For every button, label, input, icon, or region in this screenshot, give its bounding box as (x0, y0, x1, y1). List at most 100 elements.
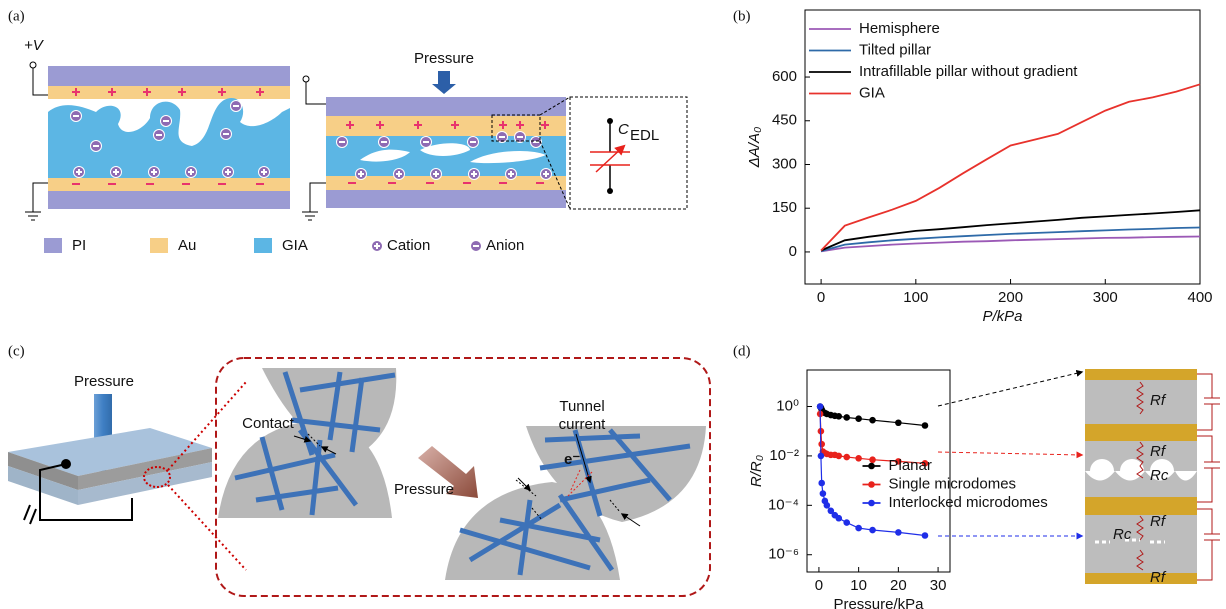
panel-d-insets: Rf Rf Rc Rf Rc Rf (937, 369, 1220, 586)
data-point (855, 524, 862, 532)
panel-label: (d) (733, 343, 751, 359)
panel-a: (a) +V Pressure (8, 8, 688, 254)
x-tick-label: 30 (930, 577, 947, 594)
x-tick-label: 100 (903, 289, 928, 306)
x-tick-label: 0 (817, 289, 825, 306)
capacitance-label: C (618, 121, 629, 138)
legend-label: Tilted pillar (859, 41, 931, 58)
data-point (855, 415, 862, 423)
legend-label: Hemisphere (859, 20, 940, 37)
series-line (820, 235, 1201, 253)
resistor-label: Rf (1150, 392, 1167, 409)
sensor-device (8, 381, 247, 571)
pressure-arrow (432, 71, 456, 94)
panel-label: (a) (8, 8, 25, 24)
plot-frame (804, 9, 1201, 285)
resistor-label: Rf (1150, 513, 1167, 530)
data-point (835, 413, 843, 420)
data-point (921, 532, 929, 539)
data-point (895, 458, 902, 465)
y-tick-label: 10⁻⁴ (768, 496, 799, 513)
data-point (818, 440, 825, 448)
particles (218, 368, 706, 580)
y-axis-label: R/R₀ (748, 455, 765, 487)
legend-label: Single microdomes (889, 475, 1017, 492)
left-device (25, 61, 290, 221)
chart: (d) 10⁰ 10⁻² 10⁻⁴ 10⁻⁶ 0 10 20 30 Pressure/kPa R/R… (733, 343, 1048, 609)
data-point (816, 403, 824, 410)
x-tick-label: 0 (815, 577, 823, 594)
electron-label: e⁻ (564, 451, 580, 468)
y-axis-label: ΔA/A₀ (746, 127, 763, 169)
pressure-label: Pressure (394, 481, 454, 498)
tunnel-label: current (559, 416, 607, 433)
x-tick-label: 10 (850, 577, 867, 594)
data-point (921, 422, 929, 429)
data-point (843, 453, 851, 461)
legend-label: Cation (387, 237, 430, 254)
x-axis-label: P/kPa (982, 308, 1022, 325)
x-tick-label: 20 (890, 577, 907, 594)
right-device (302, 75, 571, 221)
zoom-box (215, 357, 711, 597)
legend-label: GIA (859, 84, 885, 101)
resistor-label: Rf (1150, 569, 1167, 586)
panel-label: (c) (8, 343, 25, 359)
data-point (895, 529, 902, 536)
data-point (869, 526, 876, 534)
legend-label: GIA (282, 237, 308, 254)
tunnel-label: Tunnel (559, 398, 604, 415)
legend-a: PI Au GIA Cation Anion (44, 237, 524, 254)
y-tick-label: 450 (772, 112, 797, 129)
y-tick-label: 150 (772, 199, 797, 216)
resistor-label: Rf (1150, 443, 1167, 460)
series-line (820, 83, 1201, 252)
data-point (895, 419, 902, 427)
capacitor-inset: C EDL (569, 96, 688, 210)
legend-label: Au (178, 237, 196, 254)
legend-label: Planar (889, 457, 932, 474)
legend-label: Interlocked microdomes (889, 494, 1048, 511)
y-tick-label: 10⁰ (776, 397, 799, 414)
y-tick-label: 10⁻² (769, 447, 799, 464)
y-tick-label: 0 (789, 243, 797, 260)
capacitance-subscript: EDL (630, 127, 659, 144)
data-point (869, 456, 876, 464)
resistor-label: Rc (1113, 526, 1132, 543)
data-point (817, 452, 825, 460)
legend-marker (868, 481, 875, 488)
y-tick-label: 10⁻⁶ (768, 546, 799, 563)
data-point (819, 490, 827, 497)
legend-marker (868, 462, 875, 470)
data-point (818, 479, 825, 487)
series-line (820, 209, 1201, 252)
data-point (869, 416, 876, 424)
legend-label: Intrafillable pillar without gradient (859, 63, 1078, 80)
data-point (835, 452, 843, 460)
data-point (827, 507, 835, 515)
legend-marker (868, 499, 875, 507)
plot-frame (806, 369, 951, 573)
voltage-label: +V (24, 37, 45, 54)
data-point (843, 414, 851, 421)
process-arrow (418, 446, 478, 498)
pressure-label: Pressure (74, 373, 134, 390)
data-point (823, 502, 831, 509)
legend-label: Anion (486, 237, 524, 254)
chart: (b) 0 150 300 450 600 0 100 200 300 400 P/kPa ΔA/A₀ H… (733, 8, 1213, 325)
panel-c: (c) Pressure Contact Pressure Tunnel cur… (8, 343, 711, 597)
y-tick-label: 600 (772, 68, 797, 85)
x-tick-label: 300 (1093, 289, 1118, 306)
x-tick-label: 200 (998, 289, 1023, 306)
legend-label: PI (72, 237, 86, 254)
x-axis-label: Pressure/kPa (833, 596, 924, 609)
data-point (843, 519, 851, 526)
data-point (921, 460, 929, 467)
series-line (820, 226, 1201, 252)
data-point (855, 455, 862, 462)
resistor-label: Rc (1150, 467, 1169, 484)
y-tick-label: 300 (772, 155, 797, 172)
data-point (835, 514, 843, 522)
